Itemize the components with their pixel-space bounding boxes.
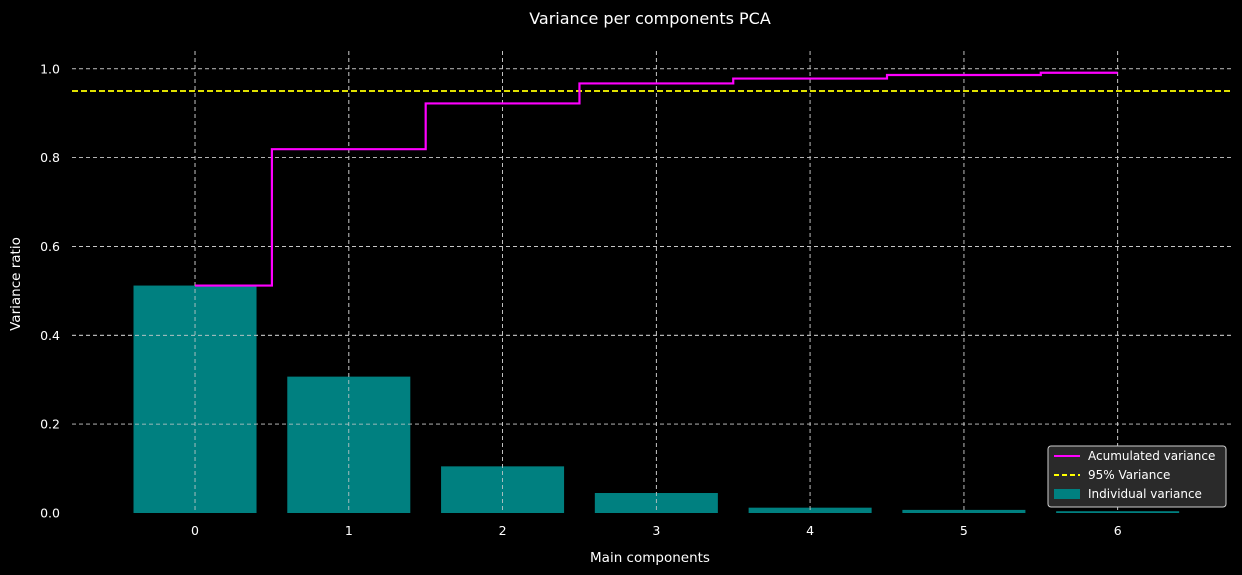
y-tick-label: 0.0 [40,506,60,521]
x-tick-label: 1 [345,523,353,538]
legend-box [1047,445,1227,508]
y-tick-label: 1.0 [40,61,60,76]
bar-individual-variance [1056,511,1180,513]
accumulated-variance-line [195,71,1118,287]
y-axis-label: Variance ratio [8,237,24,331]
legend: Acumulated variance 95% Variance Individ… [1047,445,1227,508]
x-tick-label: 0 [191,523,199,538]
x-tick-label: 5 [960,523,968,538]
legend-label-individual: Individual variance [1088,487,1202,501]
chart-title: Variance per components PCA [529,9,771,28]
x-tick-label: 4 [806,523,814,538]
y-tick-label: 0.2 [40,417,60,432]
x-axis-label: Main components [590,550,710,566]
bar-individual-variance [748,507,872,513]
tick-labels: 0 1 2 3 4 5 6 0.0 0.2 0.4 0.6 0.8 1.0 [40,61,1122,538]
y-tick-label: 0.6 [40,239,60,254]
x-tick-label: 3 [652,523,660,538]
bar-individual-variance [594,493,718,513]
y-tick-label: 0.4 [40,328,60,343]
x-tick-label: 6 [1114,523,1122,538]
bars [72,51,1233,513]
x-tick-label: 2 [499,523,507,538]
y-tick-label: 0.8 [40,150,60,165]
bar-individual-variance [902,509,1026,513]
legend-label-95: 95% Variance [1088,468,1170,482]
bar-individual-variance [133,285,257,513]
legend-label-accumulated: Acumulated variance [1088,449,1215,463]
lines [72,71,1233,287]
legend-swatch-individual [1054,489,1080,499]
